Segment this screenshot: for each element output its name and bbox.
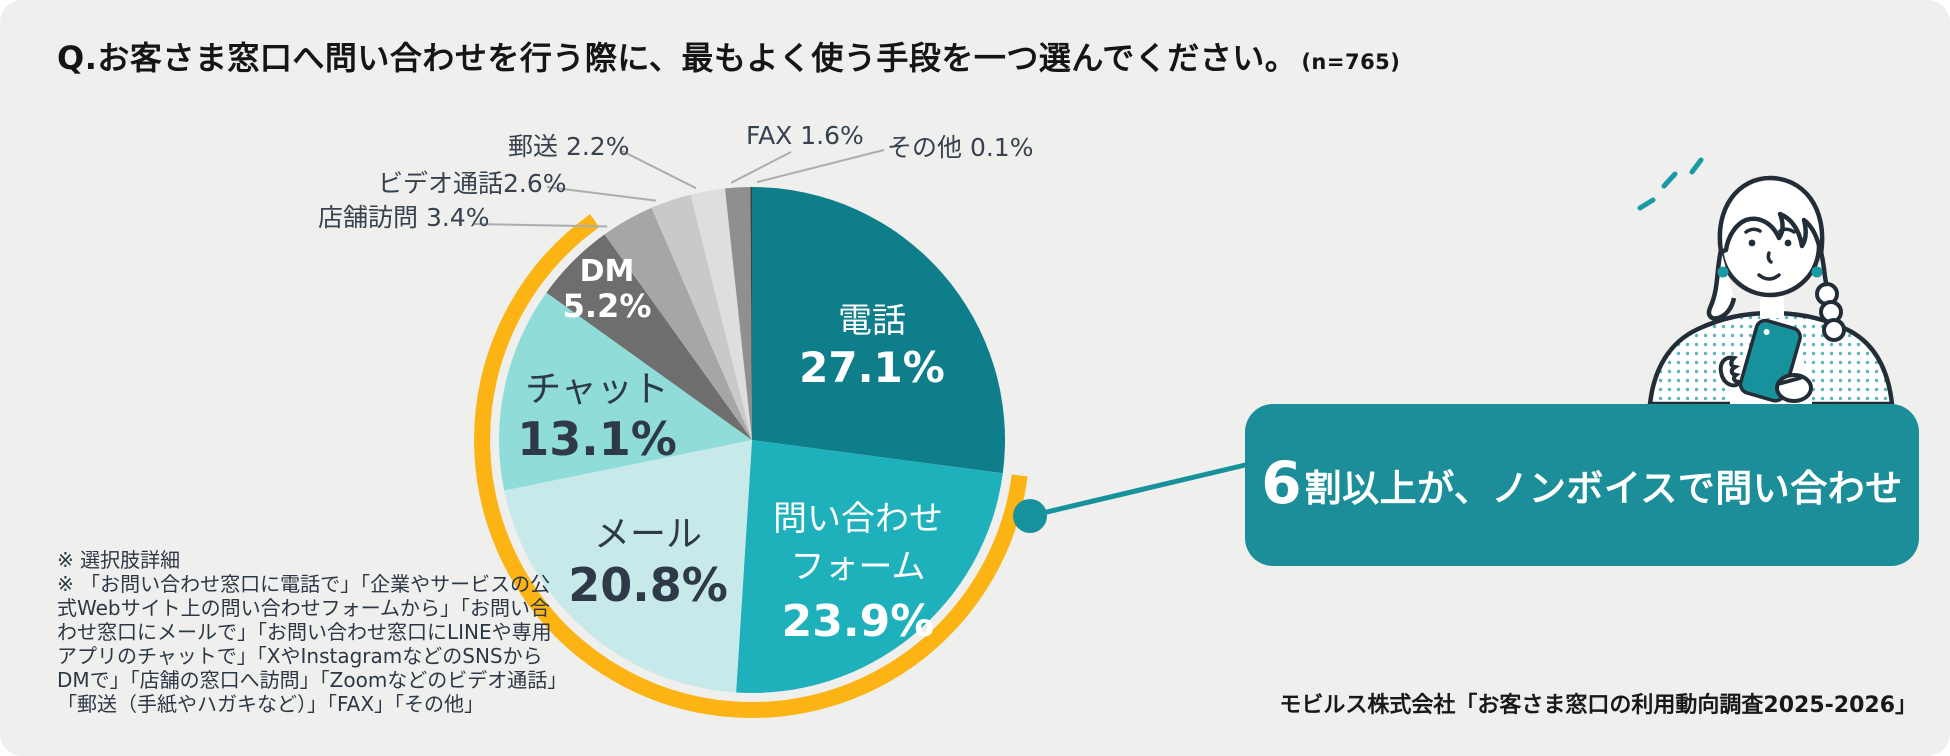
woman-with-smartphone-illustration xyxy=(1637,157,1895,404)
pie-label-video-call: ビデオ通話2.6% xyxy=(378,169,567,198)
pie-label-mail: 20.8% xyxy=(568,558,728,612)
hair-strand-left xyxy=(1706,249,1737,321)
footnote-line: わせ窓口にメールで」「お問い合わせ窓口にLINEや専用 xyxy=(57,620,552,644)
callout-number: 6 xyxy=(1261,449,1302,517)
sparkle-lines-icon xyxy=(1637,157,1704,211)
pie-label-dm: 5.2% xyxy=(563,287,652,325)
highlight-arc-nonvoice xyxy=(474,214,1028,718)
callout-text: 割以上が、ノンボイスで問い合わせ xyxy=(1304,467,1903,510)
face-features xyxy=(1744,227,1796,281)
pie-label-dm: DM xyxy=(580,254,635,289)
eye-left xyxy=(1748,239,1756,247)
hair xyxy=(1717,175,1825,257)
sample-size: (n=765) xyxy=(1301,50,1401,74)
pie-label-chat: 13.1% xyxy=(517,412,677,466)
pie-label-store-visit: 店舗訪問 3.4% xyxy=(318,203,489,232)
leader-line-postal xyxy=(619,149,697,190)
pie-label-fax: FAX 1.6% xyxy=(746,121,864,150)
hair-strand-right xyxy=(1818,251,1830,287)
leader-line-fax xyxy=(730,151,792,184)
source-credit: モビルス株式会社「お客さま窓口の利用動向調査2025-2026」 xyxy=(1279,693,1917,718)
footnote-line: アプリのチャットで」「XやInstagramなどのSNSから xyxy=(57,644,543,668)
earring-left xyxy=(1717,266,1729,278)
pie-slice-store-visit xyxy=(604,207,752,440)
footnote-line: 「郵送（手紙やハガキなど）」「FAX」「その他」 xyxy=(57,692,485,716)
footnote-line: ※ 選択肢詳細 xyxy=(57,548,181,572)
pie-slice-postal xyxy=(690,188,752,440)
pie-label-form: 問い合わせ xyxy=(773,499,943,539)
pie-label-postal: 郵送 2.2% xyxy=(508,132,629,161)
hands xyxy=(1718,355,1813,403)
leader-line-other xyxy=(756,149,885,184)
pie-label-mail: メール xyxy=(594,514,702,555)
pie-label-form: 23.9% xyxy=(782,596,935,647)
callout-connector-dot xyxy=(1013,499,1047,533)
pie-slice-form xyxy=(736,440,1003,694)
footnote: ※ 選択肢詳細 ※ 「お問い合わせ窓口に電話で」「企業やサービスの公 式Webサ… xyxy=(57,548,567,716)
pie-slice-video-call xyxy=(651,194,752,440)
question-text: Q.お客さま窓口へ問い合わせを行う際に、最もよく使う手段を一つ選んでください。 xyxy=(57,39,1298,77)
footnote-line: DMで」「店舗の窓口へ訪問」「Zoomなどのビデオ通話」 xyxy=(57,668,568,692)
pie-slice-mail xyxy=(504,440,752,693)
pie-label-other: その他 0.1% xyxy=(887,133,1033,162)
pie-label-phone: 電話 xyxy=(838,301,906,341)
pie-slice-fax xyxy=(725,187,752,440)
leader-line-store-visit xyxy=(473,223,608,228)
pie-slice-phone xyxy=(752,187,1006,474)
footnote-line: ※ 「お問い合わせ窓口に電話で」「企業やサービスの公 xyxy=(57,572,551,596)
pie-slice-dm xyxy=(546,234,752,440)
earring-right xyxy=(1811,266,1823,278)
footnote-line: 式Webサイト上の問い合わせフォームから」「お問い合 xyxy=(57,596,551,620)
leader-line-video-call xyxy=(546,186,656,202)
callout-connector-line xyxy=(1029,459,1259,519)
pie-slice-chat xyxy=(499,292,752,491)
pie-label-form: フォーム xyxy=(791,547,926,587)
pie-slice-other xyxy=(750,186,752,440)
pie-label-phone: 27.1% xyxy=(799,343,945,392)
pie-label-chat: チャット xyxy=(525,369,669,410)
page-title: Q.お客さま窓口へ問い合わせを行う際に、最もよく使う手段を一つ選んでください。(… xyxy=(57,33,1400,79)
eye-right xyxy=(1784,239,1792,247)
callout-box: 6 割以上が、ノンボイスで問い合わせ xyxy=(1245,404,1919,566)
